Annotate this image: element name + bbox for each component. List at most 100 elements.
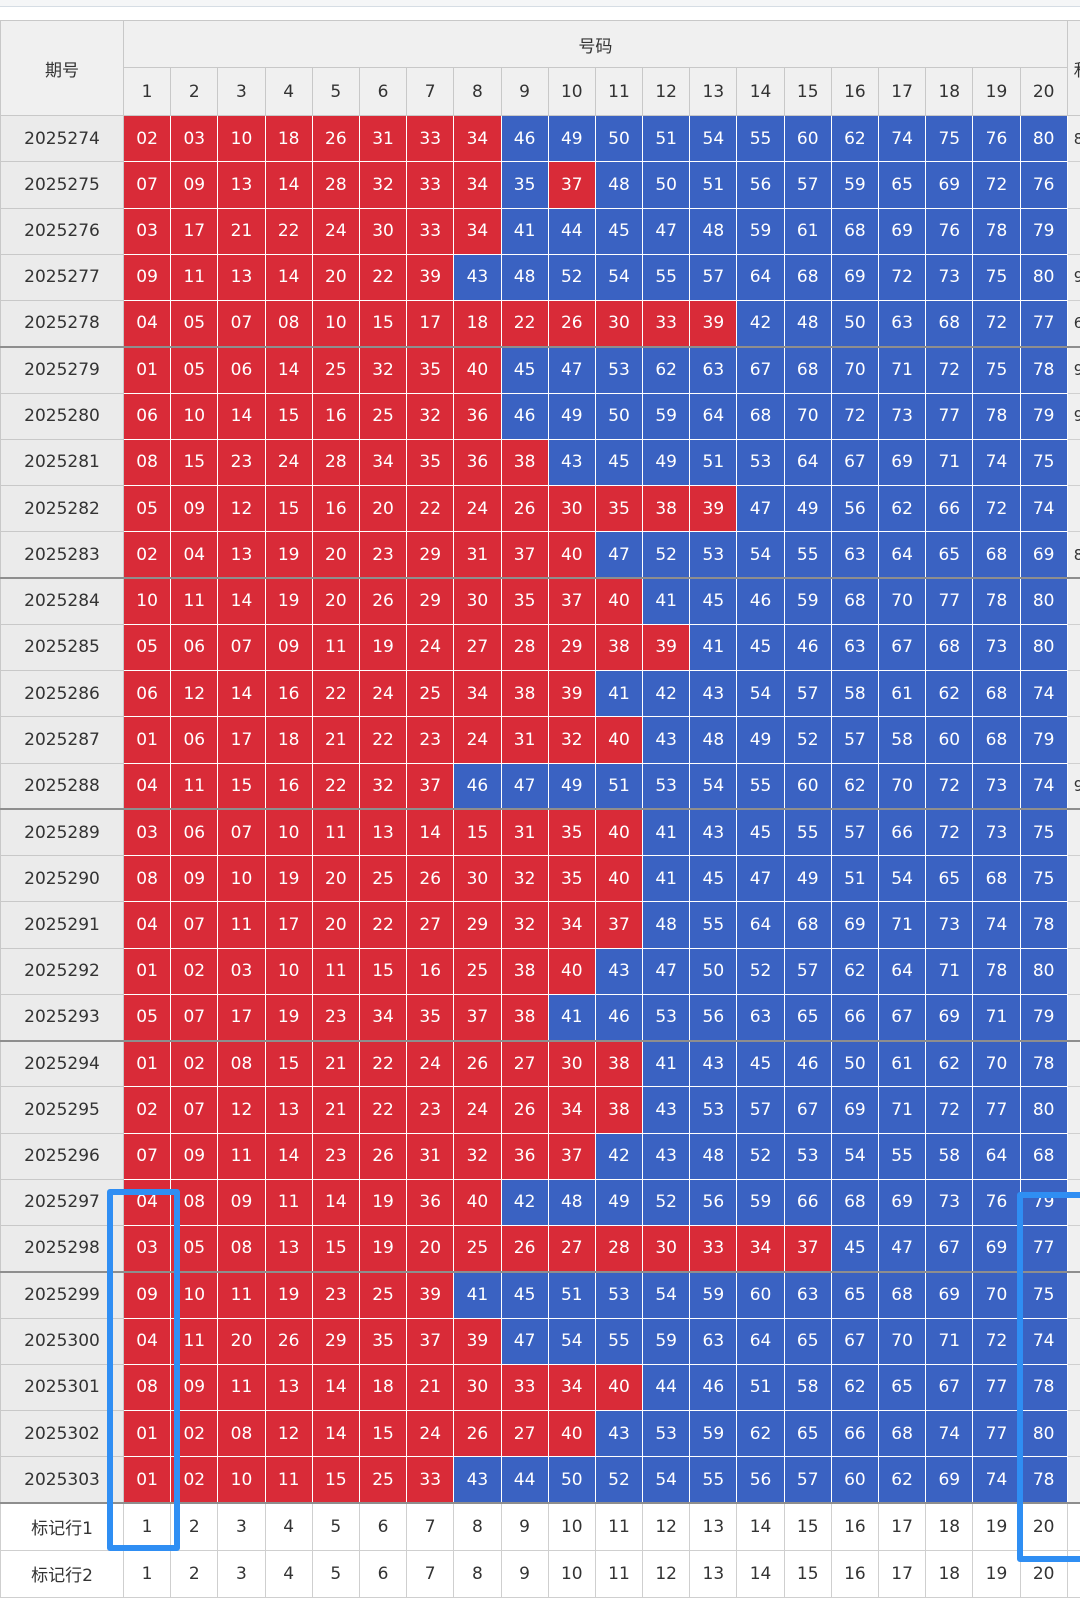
- mark-cell[interactable]: 15: [783, 1502, 832, 1551]
- period-cell: 2025294: [0, 1040, 124, 1088]
- number-cell: 53: [689, 531, 738, 580]
- mark-cell[interactable]: 1: [122, 1502, 172, 1551]
- number-cell: 11: [170, 762, 219, 811]
- mark-cell[interactable]: 3: [217, 1549, 266, 1598]
- column-header-10[interactable]: 10: [547, 67, 596, 116]
- number-cell: 56: [689, 993, 738, 1042]
- mark-cell[interactable]: 17: [877, 1502, 927, 1551]
- column-header-9[interactable]: 9: [500, 67, 549, 116]
- number-cell: 55: [783, 808, 832, 857]
- column-header-20[interactable]: 20: [1019, 67, 1068, 116]
- mark-cell[interactable]: 12: [642, 1549, 691, 1598]
- mark-cell[interactable]: 17: [877, 1549, 927, 1598]
- number-cell: 09: [170, 484, 219, 533]
- mark-cell[interactable]: 13: [689, 1549, 738, 1598]
- column-header-16[interactable]: 16: [830, 67, 880, 116]
- number-cell: 50: [689, 947, 738, 995]
- mark-cell[interactable]: 2: [170, 1502, 219, 1551]
- mark-cell[interactable]: 14: [736, 1549, 785, 1598]
- mark-cell[interactable]: 16: [830, 1502, 880, 1551]
- number-cell: 67: [925, 1363, 974, 1412]
- column-header-5[interactable]: 5: [311, 67, 360, 116]
- column-header-18[interactable]: 18: [925, 67, 974, 116]
- mark-cell[interactable]: 20: [1019, 1502, 1068, 1551]
- period-cell: 2025275: [0, 161, 124, 209]
- mark-cell[interactable]: 18: [925, 1549, 974, 1598]
- mark-cell[interactable]: 10: [547, 1549, 596, 1598]
- number-trend-grid[interactable]: 期号 号码 和 1234567891011121314151617181920 …: [0, 20, 1080, 1617]
- mark-cell[interactable]: 9: [500, 1502, 549, 1551]
- number-cell: 30: [453, 577, 502, 625]
- mark-cell[interactable]: 6: [358, 1549, 408, 1598]
- column-header-14[interactable]: 14: [736, 67, 785, 116]
- number-cell: 45: [594, 207, 644, 255]
- mark-cell[interactable]: 6: [358, 1502, 408, 1551]
- number-cell: 39: [406, 253, 455, 302]
- mark-cell[interactable]: 2: [170, 1549, 219, 1598]
- mark-cell[interactable]: 16: [830, 1549, 880, 1598]
- number-cell: 70: [877, 1317, 927, 1365]
- number-cell: 31: [500, 808, 549, 857]
- mark-cell[interactable]: 19: [972, 1549, 1021, 1598]
- period-cell: 2025293: [0, 994, 124, 1042]
- mark-cell[interactable]: 11: [594, 1549, 644, 1598]
- mark-cell[interactable]: 5: [311, 1502, 360, 1551]
- number-cell: 74: [1019, 762, 1068, 811]
- column-header-11[interactable]: 11: [594, 67, 644, 116]
- extra-cell: [1067, 1040, 1080, 1088]
- number-cell: 64: [736, 1317, 785, 1365]
- number-cell: 77: [925, 392, 974, 440]
- extra-column-header[interactable]: 和: [1066, 20, 1080, 116]
- mark-cell[interactable]: 7: [406, 1502, 455, 1551]
- mark-cell[interactable]: 5: [311, 1549, 360, 1598]
- mark-cell[interactable]: 9: [500, 1549, 549, 1598]
- number-cell: 72: [925, 762, 974, 811]
- column-header-6[interactable]: 6: [358, 67, 408, 116]
- mark-cell[interactable]: 20: [1019, 1549, 1068, 1598]
- number-cell: 67: [830, 1317, 880, 1365]
- mark-cell[interactable]: 18: [925, 1502, 974, 1551]
- mark-cell[interactable]: 15: [783, 1549, 832, 1598]
- column-header-3[interactable]: 3: [217, 67, 266, 116]
- number-cell: 05: [170, 299, 219, 348]
- column-header-8[interactable]: 8: [453, 67, 502, 116]
- period-column-header[interactable]: 期号: [0, 20, 124, 116]
- mark-cell[interactable]: 7: [406, 1549, 455, 1598]
- mark-cell[interactable]: 14: [736, 1502, 785, 1551]
- mark-cell[interactable]: 8: [453, 1549, 502, 1598]
- number-cell: 55: [877, 1132, 927, 1180]
- number-cell: 69: [877, 1178, 927, 1227]
- number-cell: 55: [642, 253, 691, 302]
- column-header-15[interactable]: 15: [783, 67, 832, 116]
- number-cell: 78: [1019, 1456, 1068, 1505]
- mark-cell[interactable]: 10: [547, 1502, 596, 1551]
- mark-cell[interactable]: 13: [689, 1502, 738, 1551]
- number-cell: 12: [264, 1409, 313, 1458]
- number-cell: 58: [925, 1132, 974, 1180]
- column-header-19[interactable]: 19: [972, 67, 1021, 116]
- number-cell: 74: [972, 1456, 1021, 1505]
- mark-cell[interactable]: 1: [122, 1549, 172, 1598]
- number-cell: 65: [925, 531, 974, 580]
- mark-cell[interactable]: 4: [264, 1502, 313, 1551]
- table-row: 2025283 02 04 13 19 20 23 29 31 37 40 47 52 53 54 55 63 6…: [0, 531, 1080, 580]
- column-header-2[interactable]: 2: [170, 67, 219, 116]
- column-header-12[interactable]: 12: [642, 67, 691, 116]
- column-header-13[interactable]: 13: [689, 67, 738, 116]
- number-cell: 51: [642, 114, 691, 163]
- number-cell: 14: [406, 808, 455, 857]
- mark-cell[interactable]: 19: [972, 1502, 1021, 1551]
- mark-cell[interactable]: 4: [264, 1549, 313, 1598]
- mark-cell[interactable]: 12: [642, 1502, 691, 1551]
- number-cell: 25: [453, 1224, 502, 1273]
- column-header-17[interactable]: 17: [877, 67, 927, 116]
- mark-cell[interactable]: 11: [594, 1502, 644, 1551]
- mark-cell[interactable]: 3: [217, 1502, 266, 1551]
- mark-cell[interactable]: 8: [453, 1502, 502, 1551]
- column-header-7[interactable]: 7: [406, 67, 455, 116]
- number-cell: 74: [1019, 669, 1068, 718]
- number-cell: 71: [925, 1317, 974, 1365]
- number-cell: 57: [736, 1086, 785, 1134]
- column-header-1[interactable]: 1: [122, 67, 172, 116]
- column-header-4[interactable]: 4: [264, 67, 313, 116]
